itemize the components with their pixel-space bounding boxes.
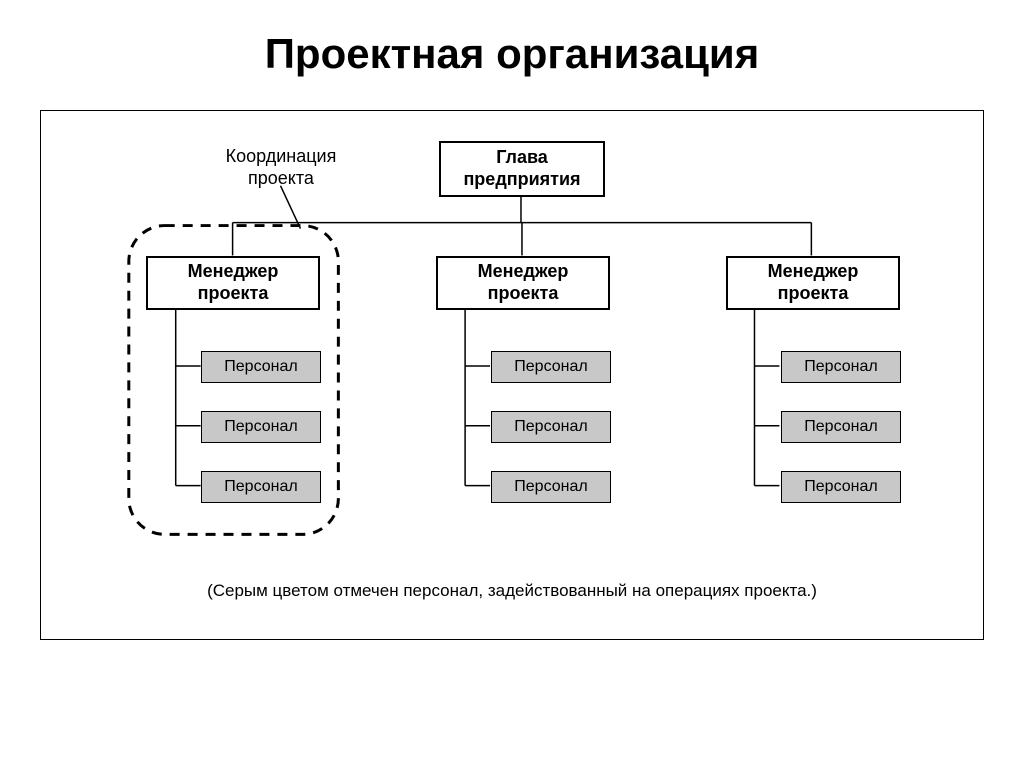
- root-node: Главапредприятия: [439, 141, 605, 197]
- staff-box: Персонал: [491, 351, 611, 383]
- staff-box: Персонал: [781, 471, 901, 503]
- staff-box: Персонал: [491, 411, 611, 443]
- footnote: (Серым цветом отмечен персонал, задейств…: [41, 581, 983, 601]
- manager-node-2: Менеджерпроекта: [436, 256, 610, 310]
- manager-node-1: Менеджерпроекта: [146, 256, 320, 310]
- staff-box: Персонал: [781, 411, 901, 443]
- staff-box: Персонал: [781, 351, 901, 383]
- manager-node-3: Менеджерпроекта: [726, 256, 900, 310]
- staff-box: Персонал: [201, 351, 321, 383]
- staff-box: Персонал: [201, 411, 321, 443]
- staff-box: Персонал: [201, 471, 321, 503]
- coordination-label: Координацияпроекта: [201, 146, 361, 189]
- diagram-frame: Координацияпроекта Главапредприятия Мене…: [40, 110, 984, 640]
- page-title: Проектная организация: [0, 0, 1024, 98]
- staff-box: Персонал: [491, 471, 611, 503]
